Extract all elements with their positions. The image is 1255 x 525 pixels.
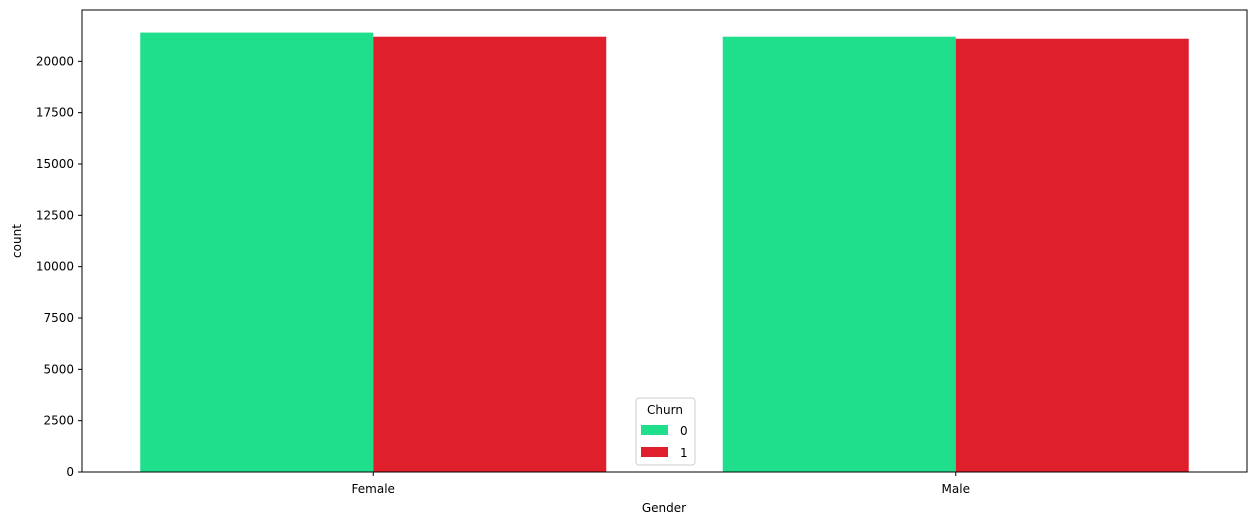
y-tick-label-12500: 12500	[36, 208, 74, 222]
y-tick-label-5000: 5000	[43, 362, 74, 376]
legend-label-1: 1	[680, 446, 688, 460]
x-tick-label-male: Male	[942, 482, 970, 496]
y-axis-title: count	[10, 224, 24, 258]
y-tick-label-7500: 7500	[43, 311, 74, 325]
bar-female-churn-0	[140, 32, 374, 472]
legend: Churn 0 1	[635, 397, 696, 466]
y-tick-label-2500: 2500	[43, 414, 74, 428]
bar-female-churn-1	[373, 36, 607, 473]
y-tick-label-15000: 15000	[36, 157, 74, 171]
legend-title: Churn	[647, 403, 683, 417]
bars-group	[140, 32, 1189, 473]
y-axis-ticks: 0 2500 5000 7500 10000 12500 15000 17500 20000	[36, 54, 82, 479]
x-tick-label-female: Female	[352, 482, 395, 496]
x-axis-ticks: Female Male	[352, 472, 970, 496]
legend-label-0: 0	[680, 424, 688, 438]
bar-male-churn-1	[955, 38, 1189, 472]
y-tick-label-0: 0	[66, 465, 74, 479]
bar-male-churn-0	[722, 36, 956, 473]
legend-swatch-0	[641, 425, 668, 435]
y-tick-label-20000: 20000	[36, 54, 74, 68]
legend-swatch-1	[641, 447, 668, 457]
y-tick-label-17500: 17500	[36, 106, 74, 120]
x-axis-title: Gender	[642, 501, 686, 515]
y-tick-label-10000: 10000	[36, 260, 74, 274]
axes-frame	[81, 9, 1248, 473]
